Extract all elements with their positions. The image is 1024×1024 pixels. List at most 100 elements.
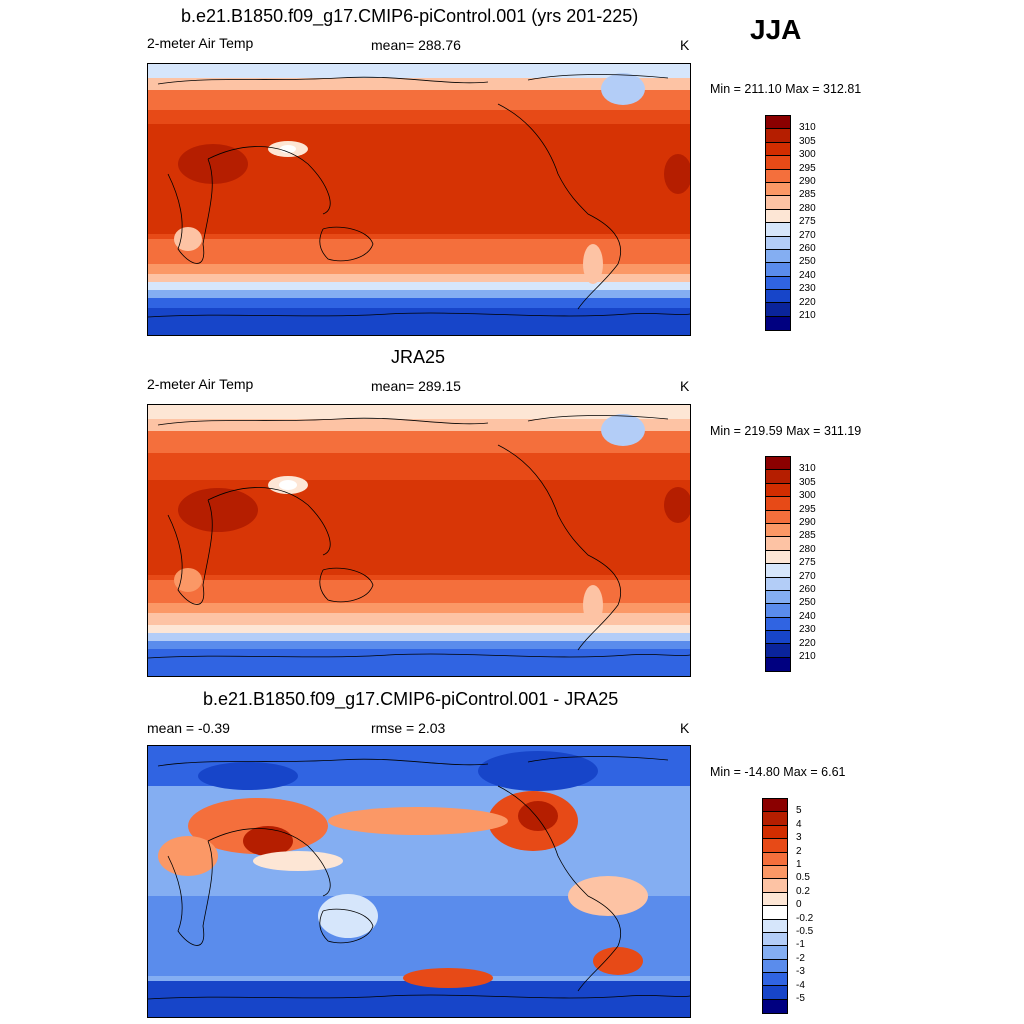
colorbar-tick-label: -1 <box>796 939 805 951</box>
colorbar-tick-label: 220 <box>799 637 816 649</box>
colorbar-tick-label: 4 <box>796 818 802 830</box>
colorbar-tick-label: 230 <box>799 624 816 636</box>
colorbar-swatch <box>766 209 790 224</box>
mean-label: mean = -0.39 <box>147 720 230 736</box>
difference-map <box>147 745 691 1018</box>
temperature-map <box>147 63 691 336</box>
colorbar-tick-label: -0.2 <box>796 912 814 924</box>
colorbar-tick-label: 275 <box>799 557 816 569</box>
map-field <box>148 746 690 1017</box>
colorbar-tick-label: -0.5 <box>796 926 814 937</box>
colorbar-swatch <box>766 236 790 250</box>
colorbar-tick-label: 1 <box>796 859 802 870</box>
colorbar-swatch <box>766 142 790 157</box>
colorbar-swatch <box>766 196 790 210</box>
colorbar-tick-label: -2 <box>796 952 805 964</box>
colorbar-swatch <box>763 839 787 853</box>
colorbar-swatch <box>763 825 787 840</box>
minmax-label: Min = 211.10 Max = 312.81 <box>710 82 862 96</box>
colorbar-swatch <box>766 276 790 291</box>
colorbar-swatch <box>766 303 790 317</box>
minmax-label: Min = 219.59 Max = 311.19 <box>710 424 862 438</box>
colorbar-swatch <box>766 577 790 591</box>
colorbar-tick-label: 285 <box>799 530 816 542</box>
units-label: K <box>680 378 690 394</box>
colorbar-tick-label: 310 <box>799 463 816 475</box>
colorbar-swatch <box>766 590 790 605</box>
colorbar-tick-label: 240 <box>799 269 816 281</box>
colorbar-tick-label: 300 <box>799 149 816 161</box>
colorbar-swatch <box>763 973 787 987</box>
colorbar-swatch <box>763 999 787 1014</box>
colorbar-swatch <box>763 852 787 866</box>
colorbar-tick-label: 2 <box>796 845 802 857</box>
colorbar-tick-label: 240 <box>799 610 816 622</box>
colorbar-swatch <box>766 116 790 130</box>
colorbar-swatch <box>766 457 790 471</box>
colorbar-swatch <box>763 892 787 907</box>
colorbar-swatch <box>766 223 790 237</box>
colorbar-tick-label: 305 <box>799 476 816 488</box>
colorbar-tick-label: 300 <box>799 490 816 502</box>
season-label: JJA <box>750 14 802 45</box>
colorbar-swatches <box>765 115 791 332</box>
colorbar-swatch <box>766 290 790 304</box>
colorbar-swatches <box>762 798 788 1015</box>
colorbar-tick-label: -4 <box>796 979 805 991</box>
panel-title: JRA25 <box>391 347 446 367</box>
colorbar-swatch <box>766 129 790 143</box>
colorbar-tick-label: 270 <box>799 229 816 241</box>
colorbar-swatch <box>766 550 790 565</box>
colorbar-swatches <box>765 456 791 673</box>
colorbar-swatch <box>766 249 790 264</box>
colorbar-tick-label: 250 <box>799 256 816 268</box>
colorbar-swatch <box>766 564 790 578</box>
colorbar-swatch <box>766 510 790 524</box>
minmax-label: Min = -14.80 Max = 6.61 <box>710 765 846 779</box>
colorbar-tick-label: 310 <box>799 122 816 134</box>
panel-title: b.e21.B1850.f09_g17.CMIP6-piControl.001 … <box>203 689 619 709</box>
colorbar-swatch <box>763 946 787 960</box>
colorbar-tick-label: -5 <box>796 993 805 1004</box>
colorbar-tick-label: 0 <box>796 899 802 911</box>
colorbar-tick-label: 295 <box>799 503 816 515</box>
colorbar-swatch <box>763 919 787 933</box>
colorbar-swatch <box>766 617 790 632</box>
colorbar-tick-label: 290 <box>799 517 816 528</box>
colorbar-tick-label: 0.5 <box>796 872 810 884</box>
colorbar-tick-label: 5 <box>796 805 802 817</box>
colorbar-tick-label: 220 <box>799 296 816 308</box>
colorbar-tick-label: 0.2 <box>796 885 810 897</box>
colorbar-tick-label: 270 <box>799 570 816 582</box>
colorbar-swatch <box>766 657 790 672</box>
colorbar-swatch <box>763 959 787 974</box>
colorbar-swatch <box>766 263 790 277</box>
colorbar-swatch <box>763 986 787 1000</box>
colorbar-tick-label: 3 <box>796 832 802 844</box>
variable-label: 2-meter Air Temp <box>147 376 254 392</box>
colorbar-swatch <box>766 316 790 331</box>
panel-title: b.e21.B1850.f09_g17.CMIP6-piControl.001 … <box>181 6 639 26</box>
colorbar-tick-label: 305 <box>799 135 816 147</box>
colorbar-swatch <box>766 631 790 645</box>
colorbar-tick-label: 280 <box>799 543 816 555</box>
map-field <box>148 64 690 335</box>
colorbar-tick-label: -3 <box>796 966 805 978</box>
colorbar-tick-label: 290 <box>799 176 816 187</box>
colorbar-swatch <box>766 470 790 484</box>
rmse-label: rmse = 2.03 <box>371 720 446 736</box>
colorbar-tick-label: 260 <box>799 584 816 595</box>
colorbar-swatch <box>766 644 790 658</box>
colorbar-tick-label: 210 <box>799 310 816 321</box>
colorbar-tick-label: 295 <box>799 162 816 174</box>
map-field <box>148 405 690 676</box>
colorbar-swatch <box>763 932 787 947</box>
colorbar-swatch <box>763 799 787 813</box>
colorbar-tick-label: 280 <box>799 202 816 214</box>
colorbar-swatch <box>763 812 787 826</box>
colorbar-swatch <box>766 604 790 618</box>
colorbar-tick-label: 210 <box>799 651 816 662</box>
mean-label: mean= 289.15 <box>371 378 461 394</box>
colorbar-swatch <box>766 523 790 538</box>
colorbar-swatch <box>766 537 790 551</box>
